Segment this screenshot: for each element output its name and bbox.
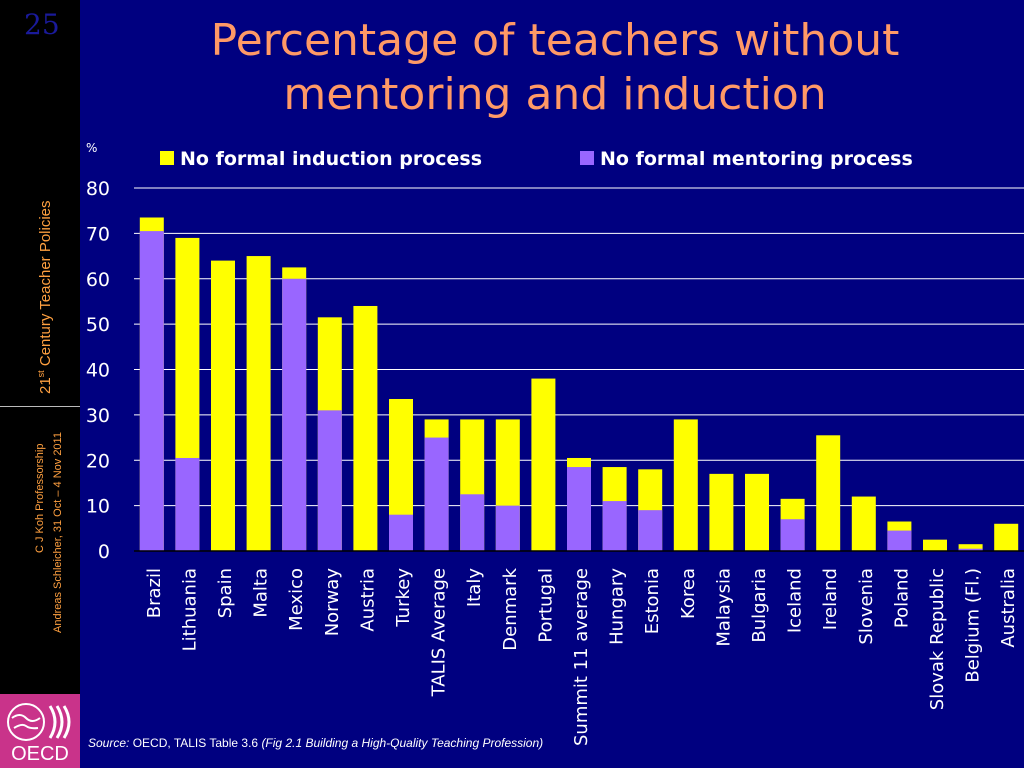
y-tick-label: 70 [86, 223, 110, 245]
bar-mentoring [567, 467, 591, 551]
x-tick-label: Mexico [286, 568, 307, 631]
bar-mentoring [424, 437, 449, 551]
bar-mentoring [958, 548, 983, 551]
x-tick-label: Brazil [144, 568, 165, 618]
x-tick-label: Australia [998, 568, 1019, 648]
bar-mentoring [638, 510, 663, 551]
y-tick-label: 20 [86, 450, 110, 472]
bar-induction [994, 523, 1019, 551]
oecd-logo-text: OECD [11, 743, 69, 765]
chart-title-line-1: Percentage of teachers without [210, 15, 900, 66]
x-tick-label: Iceland [785, 568, 806, 633]
x-tick-label: TALIS Average [429, 568, 450, 697]
bar-mentoring [282, 278, 307, 551]
bar-mentoring [139, 231, 164, 551]
slide-number: 25 [24, 8, 60, 41]
oecd-globe-icon [7, 703, 71, 741]
chart-title: Percentage of teachers without mentoring… [120, 14, 990, 122]
x-tick-label: Turkey [393, 568, 414, 628]
x-tick-label: Spain [215, 568, 236, 618]
bar-induction [709, 473, 734, 551]
x-tick-label: Austria [357, 568, 378, 632]
bar-induction [745, 473, 769, 551]
bar-mentoring [389, 514, 413, 551]
source-text: OECD, TALIS Table 3.6 [129, 736, 262, 750]
y-tick-label: 30 [86, 405, 110, 427]
sidebar: 25 21st Century Teacher Policies C J Koh… [0, 0, 80, 768]
bar-mentoring [780, 519, 805, 551]
source-label: Source: [88, 736, 130, 750]
x-tick-label: Slovak Republic [927, 568, 948, 710]
bar-induction [816, 435, 841, 551]
y-tick-label: 50 [86, 314, 110, 336]
sidebar-divider [0, 406, 80, 407]
x-tick-label: Malta [251, 568, 272, 618]
y-tick-label: 0 [98, 541, 110, 563]
x-tick-label: Hungary [607, 568, 628, 645]
x-tick-label: Bulgaria [749, 568, 770, 643]
bar-induction [531, 378, 556, 551]
legend-layer: No formal induction process No formal men… [160, 148, 913, 170]
y-tick-label: 60 [86, 269, 110, 291]
axis-layer: 0 10 20 30 40 50 60 70 80% Brazil Lithuania Spain Ma… [86, 141, 1024, 746]
bar-mentoring [602, 501, 627, 551]
x-tick-label: Estonia [642, 568, 663, 634]
legend-swatch [580, 151, 594, 165]
bar-mentoring [317, 410, 342, 551]
x-tick-label: Summit 11 average [571, 568, 592, 746]
y-unit-label: % [86, 141, 97, 155]
bar-mentoring [495, 505, 520, 551]
source-fig: (Fig 2.1 Building a High-Quality Teachin… [261, 736, 544, 750]
x-tick-label: Lithuania [179, 568, 200, 651]
x-tick-label: Poland [891, 568, 912, 628]
legend-swatch [160, 151, 174, 165]
y-tick-label: 80 [86, 178, 110, 200]
x-tick-label: Belgium (Fl.) [963, 568, 984, 683]
x-tick-label: Ireland [820, 568, 841, 630]
bar-induction [851, 496, 876, 551]
bar-mentoring [175, 457, 200, 551]
bar-mentoring [887, 530, 912, 551]
source-note: Source: OECD, TALIS Table 3.6 (Fig 2.1 B… [88, 736, 568, 751]
oecd-logo: OECD [0, 694, 80, 768]
x-tick-label: Norway [322, 568, 343, 637]
y-tick-label: 10 [86, 496, 110, 518]
bar-mentoring [460, 494, 485, 551]
bar-induction [673, 419, 698, 551]
x-tick-label: Denmark [500, 567, 521, 650]
x-tick-label: Korea [678, 568, 699, 619]
bar-induction [211, 260, 235, 551]
x-tick-label: Italy [464, 568, 485, 607]
bar-layer [139, 217, 1019, 551]
x-tick-label: Slovenia [856, 568, 877, 645]
bar-induction [958, 544, 983, 551]
bar-induction [923, 539, 947, 551]
legend-label: No formal induction process [180, 148, 482, 170]
chart-title-line-2: mentoring and induction [283, 69, 827, 120]
bar-induction [246, 256, 271, 551]
x-tick-label: Malaysia [713, 568, 734, 647]
bar-induction [353, 305, 378, 551]
legend-label: No formal mentoring process [600, 148, 913, 170]
y-tick-label: 40 [86, 360, 110, 382]
x-tick-label: Portugal [535, 568, 556, 643]
